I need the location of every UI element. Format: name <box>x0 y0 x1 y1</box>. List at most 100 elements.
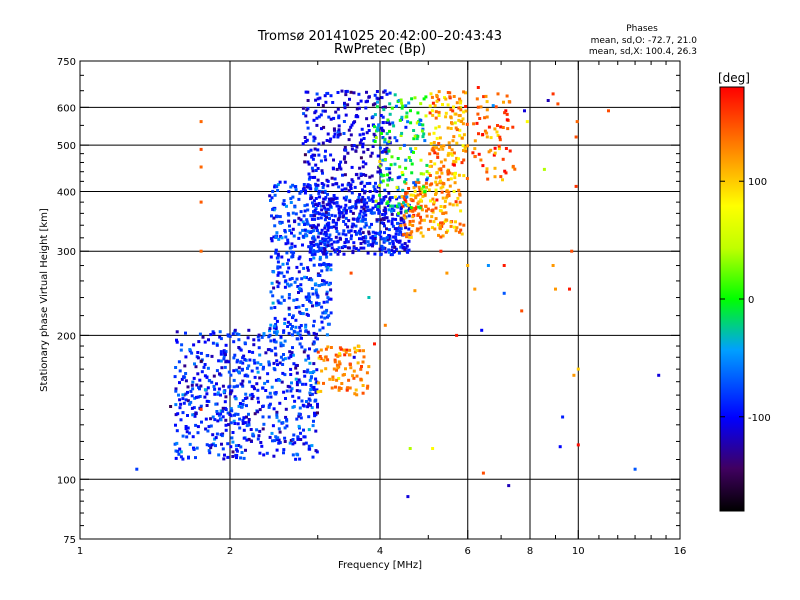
data-point <box>380 96 384 100</box>
data-point <box>326 228 330 232</box>
data-point <box>349 133 353 137</box>
data-point <box>425 185 428 189</box>
data-point <box>343 206 347 210</box>
data-point <box>408 220 412 223</box>
data-point <box>175 441 179 445</box>
data-point <box>344 367 347 371</box>
data-point <box>387 208 391 212</box>
data-point <box>291 255 295 259</box>
data-point <box>250 397 254 401</box>
data-point <box>271 424 275 428</box>
data-point <box>307 172 311 176</box>
data-point <box>341 373 345 377</box>
data-point <box>357 92 361 96</box>
data-point <box>354 200 358 204</box>
data-point <box>499 125 503 129</box>
data-point <box>479 158 483 162</box>
data-point <box>459 101 462 105</box>
data-point <box>321 250 325 254</box>
data-point <box>280 295 284 299</box>
data-point <box>454 229 458 233</box>
data-point <box>251 395 255 398</box>
data-point <box>353 350 357 354</box>
data-point <box>307 415 311 419</box>
data-point <box>291 227 295 231</box>
data-point <box>184 379 188 383</box>
data-point <box>310 392 314 396</box>
data-point <box>205 404 209 407</box>
data-point <box>241 422 245 425</box>
data-point <box>272 235 276 239</box>
data-point <box>441 212 445 215</box>
data-point <box>356 217 360 221</box>
data-point <box>315 332 318 336</box>
data-point <box>294 318 298 322</box>
data-point <box>278 215 282 219</box>
data-point <box>355 393 359 397</box>
data-point <box>271 294 275 298</box>
data-point <box>285 251 289 255</box>
data-point <box>501 126 505 129</box>
data-point <box>416 227 420 231</box>
data-point <box>341 173 344 177</box>
data-point <box>342 132 346 135</box>
data-point <box>394 235 398 239</box>
data-point <box>390 106 394 110</box>
data-point <box>379 114 383 117</box>
data-point <box>192 413 196 417</box>
data-point <box>318 263 321 267</box>
data-point <box>316 148 320 152</box>
data-point <box>446 172 450 176</box>
data-point <box>311 240 315 244</box>
data-point <box>283 317 287 321</box>
data-point <box>344 237 348 241</box>
data-point <box>361 391 365 395</box>
data-point <box>325 290 329 294</box>
data-point <box>449 108 453 112</box>
data-point <box>344 90 348 93</box>
data-point <box>320 169 324 173</box>
data-point <box>305 220 309 224</box>
data-point <box>283 440 287 443</box>
data-point <box>329 311 333 315</box>
data-point <box>270 214 273 218</box>
data-point <box>335 201 339 205</box>
data-point <box>320 182 324 185</box>
data-point <box>359 367 363 371</box>
data-point <box>371 244 374 248</box>
data-point <box>328 139 332 143</box>
data-point <box>441 234 445 238</box>
data-point <box>408 235 412 239</box>
data-point <box>199 120 203 124</box>
data-point <box>371 103 375 107</box>
data-point <box>306 229 310 233</box>
data-point <box>454 160 458 164</box>
data-point <box>316 211 320 215</box>
data-point <box>373 231 377 235</box>
data-point <box>324 149 327 153</box>
data-point <box>277 441 281 445</box>
data-point <box>403 223 407 227</box>
data-point <box>495 130 499 134</box>
data-point <box>251 432 255 436</box>
data-point <box>291 325 294 328</box>
data-point <box>384 195 388 199</box>
data-point <box>181 397 185 401</box>
data-point <box>394 232 398 236</box>
data-point <box>377 123 381 127</box>
data-point <box>336 133 340 137</box>
data-point <box>284 407 288 411</box>
data-point <box>337 207 341 211</box>
data-point <box>423 139 427 143</box>
data-point <box>343 106 347 110</box>
data-point <box>291 453 295 457</box>
data-point <box>178 381 181 385</box>
data-point <box>360 365 363 368</box>
data-point <box>387 120 390 124</box>
data-point <box>394 195 398 199</box>
data-point <box>387 204 390 208</box>
data-point <box>336 107 340 111</box>
data-point <box>381 179 385 183</box>
data-point <box>367 129 371 132</box>
data-point <box>350 147 354 151</box>
